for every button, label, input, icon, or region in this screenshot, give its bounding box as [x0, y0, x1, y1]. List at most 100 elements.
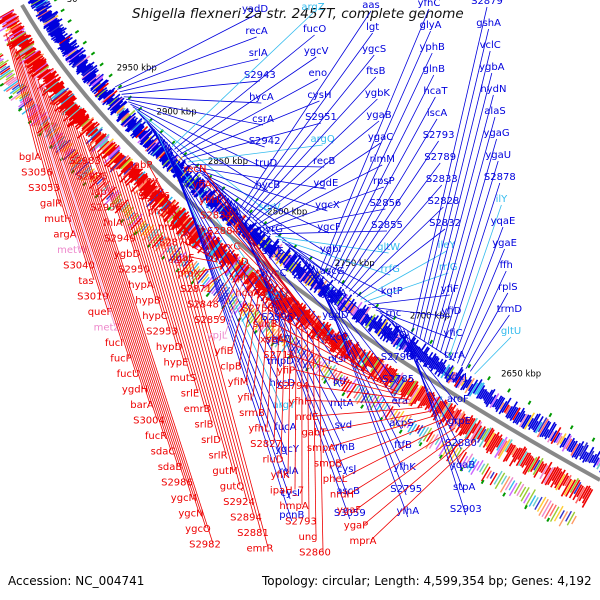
label-leader-line — [469, 314, 510, 372]
gene-reverse-mark — [144, 185, 158, 200]
gene-forward-mark — [532, 420, 539, 431]
gene-label-reverse: ygaF — [337, 505, 361, 516]
label-leader-line — [86, 139, 101, 176]
gene-label-forward: mlpD — [267, 356, 294, 367]
gene-forward-mark — [549, 430, 558, 442]
gene-label-forward: hycD — [269, 378, 295, 389]
gene-forward-mark — [523, 412, 536, 430]
gene-band-mark — [479, 463, 486, 473]
gene-forward-mark — [433, 361, 440, 370]
gene-reverse-mark — [138, 178, 152, 192]
gene-label-forward: ygaE — [492, 238, 517, 249]
gene-reverse-mark — [2, 17, 18, 28]
label-leader-line — [342, 423, 449, 479]
gene-forward-mark — [355, 304, 367, 320]
gene-label-forward: recB — [313, 156, 336, 167]
gene-reverse-mark — [124, 168, 140, 184]
gene-forward-mark — [95, 79, 109, 92]
gene-label-reverse: mprA — [349, 536, 376, 547]
scale-tick-mark — [438, 454, 443, 459]
label-leader-line — [59, 107, 172, 451]
gene-reverse-mark — [522, 456, 534, 474]
gene-forward-mark — [506, 401, 518, 419]
scale-tick-mark — [117, 84, 123, 89]
label-leader-line — [273, 310, 281, 444]
gene-forward-mark — [462, 375, 472, 391]
label-leader-line — [119, 58, 259, 93]
gene-label-reverse: argA — [53, 230, 76, 241]
gene-label-reverse: tas — [78, 276, 93, 287]
gene-label-reverse: smpA — [307, 443, 335, 454]
gene-reverse-mark — [6, 19, 20, 29]
gene-reverse-mark — [517, 446, 527, 460]
label-leader-line — [18, 52, 74, 234]
gene-forward-mark — [579, 444, 589, 461]
gene-forward-mark — [501, 397, 512, 414]
gene-label-reverse: S2834 — [200, 211, 232, 222]
scale-label: 2750 kbp — [335, 259, 375, 269]
gene-reverse-mark — [360, 355, 370, 368]
gene-label-reverse: queF — [88, 307, 113, 318]
gene-forward-mark — [291, 260, 302, 274]
gene-forward-mark — [68, 49, 86, 63]
gene-forward-mark — [541, 421, 552, 438]
gene-label-forward: S2942 — [249, 136, 281, 147]
gene-band-mark — [353, 384, 360, 394]
gene-label-reverse: srlR — [208, 451, 227, 462]
gene-reverse-mark — [190, 224, 202, 237]
label-leader-line — [198, 171, 330, 234]
gene-forward-mark — [120, 115, 132, 126]
scale-tick-mark — [480, 479, 485, 485]
gene-band-mark — [0, 60, 4, 65]
gene-band-mark — [254, 316, 266, 331]
gene-forward-mark — [48, 23, 64, 35]
gene-forward-mark — [275, 253, 285, 265]
gene-forward-mark — [38, 5, 52, 15]
gene-label-reverse: ygbD — [114, 249, 141, 260]
label-leader-line — [461, 270, 507, 367]
gene-forward-mark — [405, 341, 416, 356]
gene-label-forward: yqaB — [450, 460, 475, 471]
gene-label-reverse: S2793 — [285, 517, 317, 528]
scale-tick-mark — [507, 388, 511, 393]
gene-reverse-mark — [44, 73, 56, 83]
gene-band-mark — [374, 396, 383, 408]
gene-label-reverse: S2985 — [76, 172, 108, 183]
gene-label-reverse: nrdH — [330, 490, 354, 501]
gene-reverse-mark — [85, 128, 103, 145]
gene-reverse-mark — [27, 58, 41, 69]
gene-forward-mark — [30, 0, 39, 4]
gene-reverse-mark — [392, 376, 405, 395]
gene-forward-mark — [92, 77, 104, 87]
gene-label-forward: alaS — [484, 106, 505, 117]
gene-reverse-mark — [457, 418, 470, 436]
gene-forward-mark — [95, 86, 108, 98]
gene-reverse-mark — [71, 113, 86, 127]
gene-forward-mark — [69, 49, 82, 60]
gene-reverse-mark — [464, 417, 479, 439]
gene-forward-mark — [283, 252, 297, 269]
gene-label-forward: rplS — [498, 282, 518, 293]
gene-band-mark — [211, 284, 220, 295]
gene-band-mark — [298, 348, 311, 366]
gene-reverse-mark — [27, 59, 47, 74]
label-leader-line — [210, 273, 234, 304]
gene-band-mark — [200, 276, 214, 292]
gene-forward-mark — [325, 286, 333, 296]
gene-reverse-mark — [52, 82, 65, 93]
gene-label-forward: grpE — [448, 416, 471, 427]
gene-forward-mark — [31, 0, 44, 10]
gene-reverse-mark — [532, 457, 544, 476]
gene-reverse-mark — [484, 427, 494, 443]
gene-band-mark — [246, 311, 260, 328]
gene-label-reverse: ygcN — [178, 509, 203, 520]
gene-band-mark — [169, 243, 178, 254]
gene-label-reverse: recN — [183, 164, 206, 175]
gene-label-reverse: S2896 — [138, 191, 170, 202]
gene-reverse-mark — [378, 363, 387, 375]
gene-label-reverse: yfhL — [248, 424, 270, 435]
gene-reverse-mark — [81, 116, 95, 128]
gene-label-reverse: pheL — [323, 474, 348, 485]
gene-band-mark — [228, 297, 238, 309]
gene-reverse-mark — [117, 161, 134, 177]
